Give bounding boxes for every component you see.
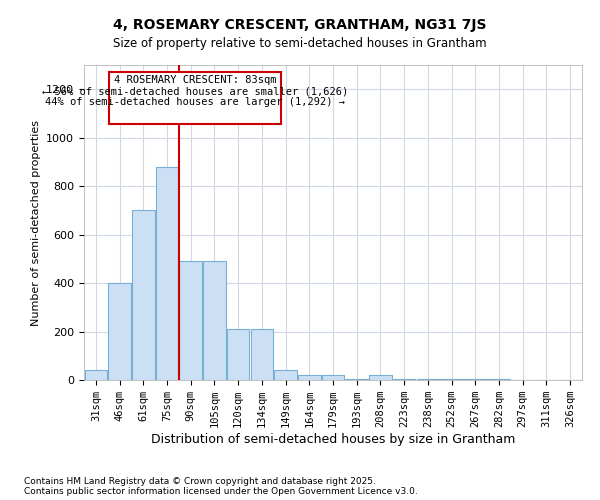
Bar — [322, 375, 344, 380]
FancyBboxPatch shape — [109, 72, 281, 124]
Bar — [298, 375, 320, 380]
Bar — [416, 379, 439, 380]
Bar — [203, 262, 226, 380]
Bar — [227, 329, 250, 380]
Bar — [346, 379, 368, 380]
Bar — [85, 370, 107, 380]
Bar — [109, 283, 131, 380]
Bar — [132, 210, 155, 380]
Text: 4 ROSEMARY CRESCENT: 83sqm: 4 ROSEMARY CRESCENT: 83sqm — [113, 75, 276, 85]
Text: Size of property relative to semi-detached houses in Grantham: Size of property relative to semi-detach… — [113, 38, 487, 51]
Text: Contains public sector information licensed under the Open Government Licence v3: Contains public sector information licen… — [24, 487, 418, 496]
Text: 44% of semi-detached houses are larger (1,292) →: 44% of semi-detached houses are larger (… — [45, 97, 345, 107]
Bar — [179, 262, 202, 380]
Bar — [274, 370, 297, 380]
Bar — [251, 329, 273, 380]
Bar — [156, 167, 178, 380]
Bar — [393, 379, 415, 380]
Text: 4, ROSEMARY CRESCENT, GRANTHAM, NG31 7JS: 4, ROSEMARY CRESCENT, GRANTHAM, NG31 7JS — [113, 18, 487, 32]
Text: ← 56% of semi-detached houses are smaller (1,626): ← 56% of semi-detached houses are smalle… — [42, 86, 348, 96]
X-axis label: Distribution of semi-detached houses by size in Grantham: Distribution of semi-detached houses by … — [151, 433, 515, 446]
Text: Contains HM Land Registry data © Crown copyright and database right 2025.: Contains HM Land Registry data © Crown c… — [24, 477, 376, 486]
Bar — [369, 375, 392, 380]
Y-axis label: Number of semi-detached properties: Number of semi-detached properties — [31, 120, 41, 326]
